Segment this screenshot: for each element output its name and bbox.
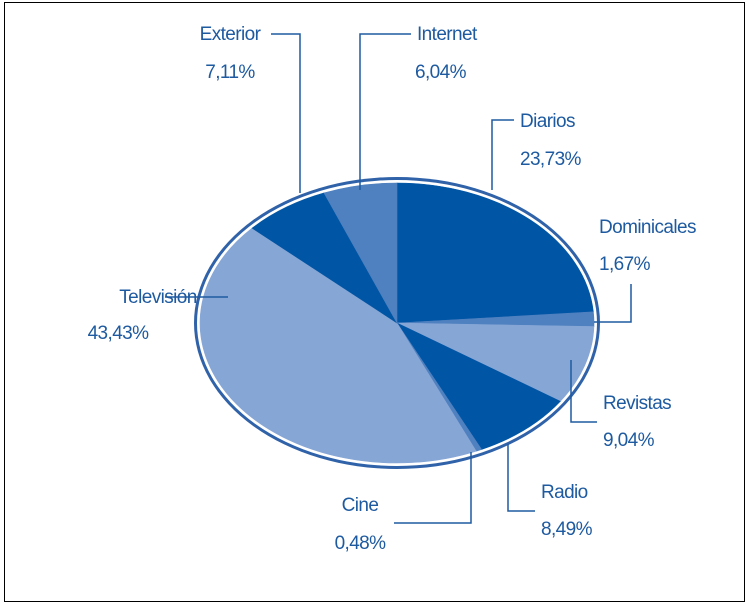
pie-slice-radio bbox=[396, 322, 561, 450]
slice-label-dominicales: Dominicales bbox=[599, 217, 696, 238]
slice-value-dominicales: 1,67% bbox=[599, 254, 651, 275]
slice-label-exterior: Exterior bbox=[200, 24, 262, 45]
slice-value-cine: 0,48% bbox=[335, 533, 387, 554]
leader-line-radio bbox=[507, 444, 535, 512]
slice-label-diarios: Diarios bbox=[520, 111, 575, 132]
slice-label-cine: Cine bbox=[342, 495, 379, 516]
slice-value-revistas: 9,04% bbox=[603, 430, 655, 451]
slice-value-diarios: 23,73% bbox=[520, 149, 582, 170]
pie-slice-television bbox=[199, 227, 477, 464]
slice-label-television: Televisión bbox=[119, 287, 196, 308]
slice-value-exterior: 7,11% bbox=[205, 62, 255, 83]
slice-value-internet: 6,04% bbox=[415, 62, 467, 83]
leader-line-exterior bbox=[271, 33, 301, 193]
pie-slice-diarios bbox=[396, 182, 594, 324]
slice-value-television: 43,43% bbox=[88, 323, 150, 344]
leader-line-dominicales bbox=[594, 284, 632, 323]
leader-line-diarios bbox=[491, 119, 514, 190]
slice-label-internet: Internet bbox=[417, 24, 478, 45]
slice-value-radio: 8,49% bbox=[541, 519, 593, 540]
leader-line-internet bbox=[359, 33, 411, 190]
pie-slice-revistas bbox=[396, 322, 595, 402]
leader-line-cine bbox=[394, 452, 472, 524]
leader-line-revistas bbox=[570, 360, 597, 423]
slice-label-revistas: Revistas bbox=[603, 393, 671, 414]
slice-label-radio: Radio bbox=[541, 482, 588, 503]
